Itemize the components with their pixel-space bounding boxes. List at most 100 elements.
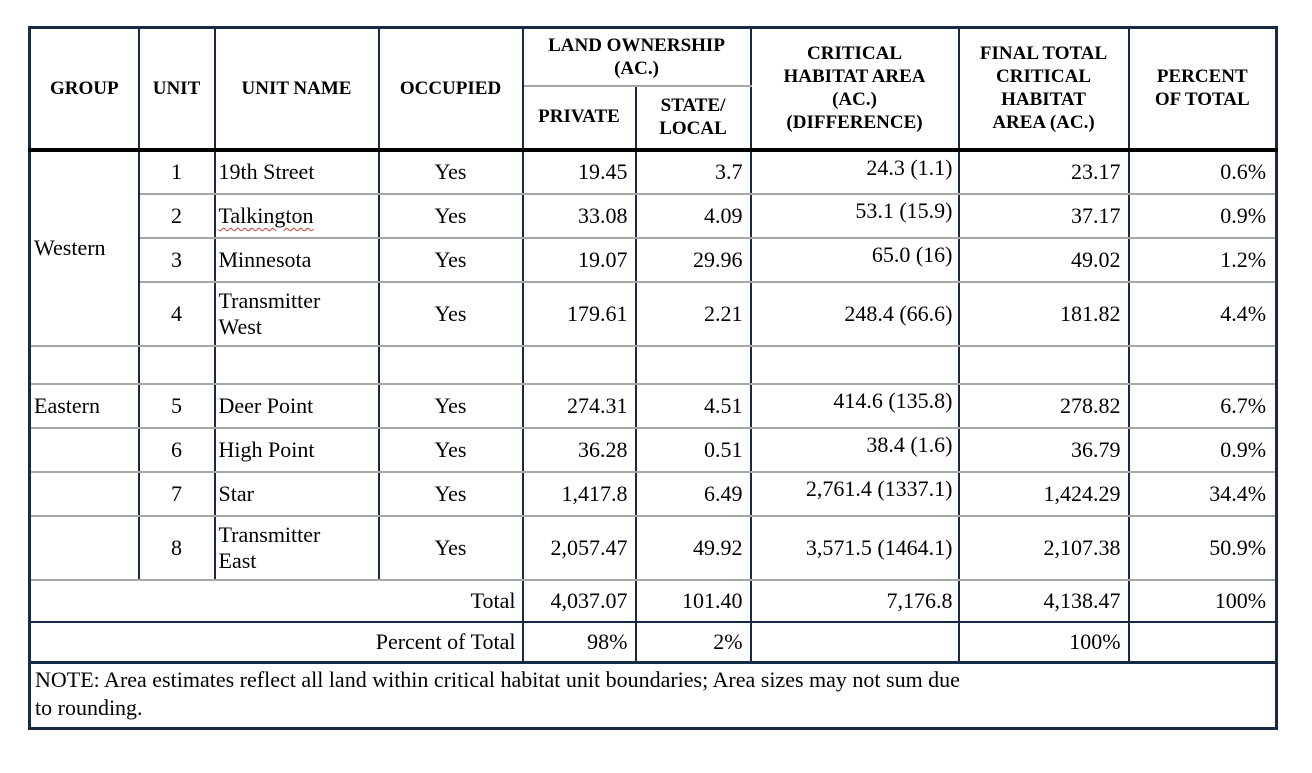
critical-habitat-cell	[749, 344, 960, 385]
unit-cell: 2	[137, 192, 216, 239]
header-row-sub: PRIVATE STATE/ LOCAL	[30, 84, 1277, 152]
occupied-cell: Yes	[377, 426, 524, 473]
private-cell: 36.28	[521, 426, 637, 473]
final-total-cell: 1,424.29	[957, 470, 1130, 517]
percent-private-cell: 98%	[521, 620, 637, 664]
final-total-cell: 2,107.38	[957, 514, 1130, 581]
state-local-cell: 29.96	[634, 236, 752, 283]
private-cell: 19.07	[521, 236, 637, 283]
unit-name-cell: Transmitter West	[213, 280, 380, 347]
percent-cell: 6.7%	[1127, 382, 1278, 429]
unit-name-cell: Transmitter East	[213, 514, 380, 581]
unit-name-cell: Star	[213, 470, 380, 517]
percent-final-total-cell: 100%	[957, 620, 1130, 664]
final-total-cell: 181.82	[957, 280, 1130, 347]
note-row: NOTE: Area estimates reflect all land wi…	[27, 661, 1279, 730]
percent-cell: 50.9%	[1127, 514, 1278, 581]
table-row: 2 Talkington Yes 33.08 4.09 53.1 (15.9) …	[30, 192, 1278, 239]
group-cell: Eastern	[28, 382, 140, 429]
unit-cell: 6	[137, 426, 216, 473]
col-header-occupied: OCCUPIED	[377, 26, 524, 152]
group-cell	[28, 514, 140, 581]
misspelled-word: Talkington	[218, 202, 314, 228]
table-row: 8 Transmitter East Yes 2,057.47 49.92 3,…	[28, 514, 1278, 581]
state-local-cell: 49.92	[634, 514, 752, 581]
private-cell: 179.61	[521, 280, 637, 347]
occupied-cell: Yes	[377, 280, 524, 347]
percent-percent-cell	[1127, 620, 1278, 664]
unit-cell	[137, 344, 216, 385]
occupied-cell: Yes	[377, 514, 524, 581]
critical-habitat-cell: 248.4 (66.6)	[749, 280, 960, 347]
final-total-cell: 49.02	[957, 236, 1130, 283]
unit-name-cell: 19th Street	[213, 148, 380, 195]
percent-cell: 4.4%	[1127, 280, 1278, 347]
critical-habitat-cell: 38.4 (1.6)	[749, 426, 960, 473]
private-cell: 1,417.8	[521, 470, 637, 517]
total-percent-cell: 100%	[1127, 578, 1278, 623]
unit-name-cell: Minnesota	[213, 236, 380, 283]
state-local-cell: 4.09	[634, 192, 752, 239]
group-cell	[28, 344, 140, 385]
group-cell	[28, 470, 140, 517]
unit-cell: 5	[137, 382, 216, 429]
unit-cell: 4	[137, 280, 216, 347]
col-header-state-local: STATE/ LOCAL	[634, 84, 752, 152]
table-row: Eastern 5 Deer Point Yes 274.31 4.51 414…	[28, 382, 1278, 429]
occupied-cell: Yes	[377, 148, 524, 195]
col-header-final-total: FINAL TOTAL CRITICAL HABITAT AREA (AC.)	[957, 26, 1130, 152]
col-header-private: PRIVATE	[521, 84, 637, 152]
critical-habitat-cell: 414.6 (135.8)	[749, 382, 960, 429]
percent-cell: 0.9%	[1127, 426, 1278, 473]
occupied-cell: Yes	[377, 382, 524, 429]
unit-name-cell: Deer Point	[213, 382, 380, 429]
note-cell: NOTE: Area estimates reflect all land wi…	[27, 661, 1279, 730]
private-cell: 33.08	[521, 192, 637, 239]
unit-cell: 8	[137, 514, 216, 581]
percent-cell: 1.2%	[1127, 236, 1278, 283]
total-label-cell: Total	[28, 578, 524, 623]
unit-cell: 1	[137, 148, 216, 195]
state-local-cell: 4.51	[634, 382, 752, 429]
occupied-cell	[377, 344, 524, 385]
critical-habitat-table: GROUP UNIT UNIT NAME OCCUPIED LAND OWNER…	[27, 26, 1279, 730]
unit-name-cell: High Point	[213, 426, 380, 473]
table-row: 3 Minnesota Yes 19.07 29.96 65.0 (16) 49…	[30, 236, 1278, 283]
table-row: 7 Star Yes 1,417.8 6.49 2,761.4 (1337.1)…	[28, 470, 1278, 517]
state-local-cell	[634, 344, 752, 385]
critical-habitat-cell: 65.0 (16)	[749, 236, 960, 283]
occupied-cell: Yes	[377, 236, 524, 283]
col-header-unit: UNIT	[137, 26, 216, 152]
col-header-critical-habitat-area: CRITICAL HABITAT AREA (AC.) (DIFFERENCE)	[749, 26, 960, 152]
state-local-cell: 3.7	[634, 148, 752, 195]
percent-cell	[1127, 344, 1278, 385]
spacer-row	[28, 344, 1278, 385]
unit-cell: 3	[137, 236, 216, 283]
col-header-unit-name: UNIT NAME	[213, 26, 380, 152]
percent-cell: 34.4%	[1127, 470, 1278, 517]
final-total-cell	[957, 344, 1130, 385]
private-cell: 274.31	[521, 382, 637, 429]
total-private-cell: 4,037.07	[521, 578, 637, 623]
final-total-cell: 36.79	[957, 426, 1130, 473]
final-total-cell: 278.82	[957, 382, 1130, 429]
percent-cell: 0.9%	[1127, 192, 1278, 239]
critical-habitat-cell: 2,761.4 (1337.1)	[749, 470, 960, 517]
critical-habitat-cell: 53.1 (15.9)	[749, 192, 960, 239]
table-row: Western 1 19th Street Yes 19.45 3.7 24.3…	[28, 148, 1278, 347]
header-row-top: GROUP UNIT UNIT NAME OCCUPIED LAND OWNER…	[28, 26, 1278, 152]
table-row: 4 Transmitter West Yes 179.61 2.21 248.4…	[30, 280, 1278, 347]
table-row: 6 High Point Yes 36.28 0.51 38.4 (1.6) 3…	[28, 426, 1278, 473]
private-cell: 2,057.47	[521, 514, 637, 581]
state-local-cell: 6.49	[634, 470, 752, 517]
state-local-cell: 0.51	[634, 426, 752, 473]
private-cell: 19.45	[521, 148, 637, 195]
percent-cell: 0.6%	[1127, 148, 1278, 195]
percent-of-total-label-cell: Percent of Total	[28, 620, 524, 664]
critical-habitat-cell: 3,571.5 (1464.1)	[749, 514, 960, 581]
total-final-total-cell: 4,138.47	[957, 578, 1130, 623]
percent-state-local-cell: 2%	[634, 620, 752, 664]
col-header-percent-of-total: PERCENT OF TOTAL	[1127, 26, 1278, 152]
group-cell	[28, 426, 140, 473]
